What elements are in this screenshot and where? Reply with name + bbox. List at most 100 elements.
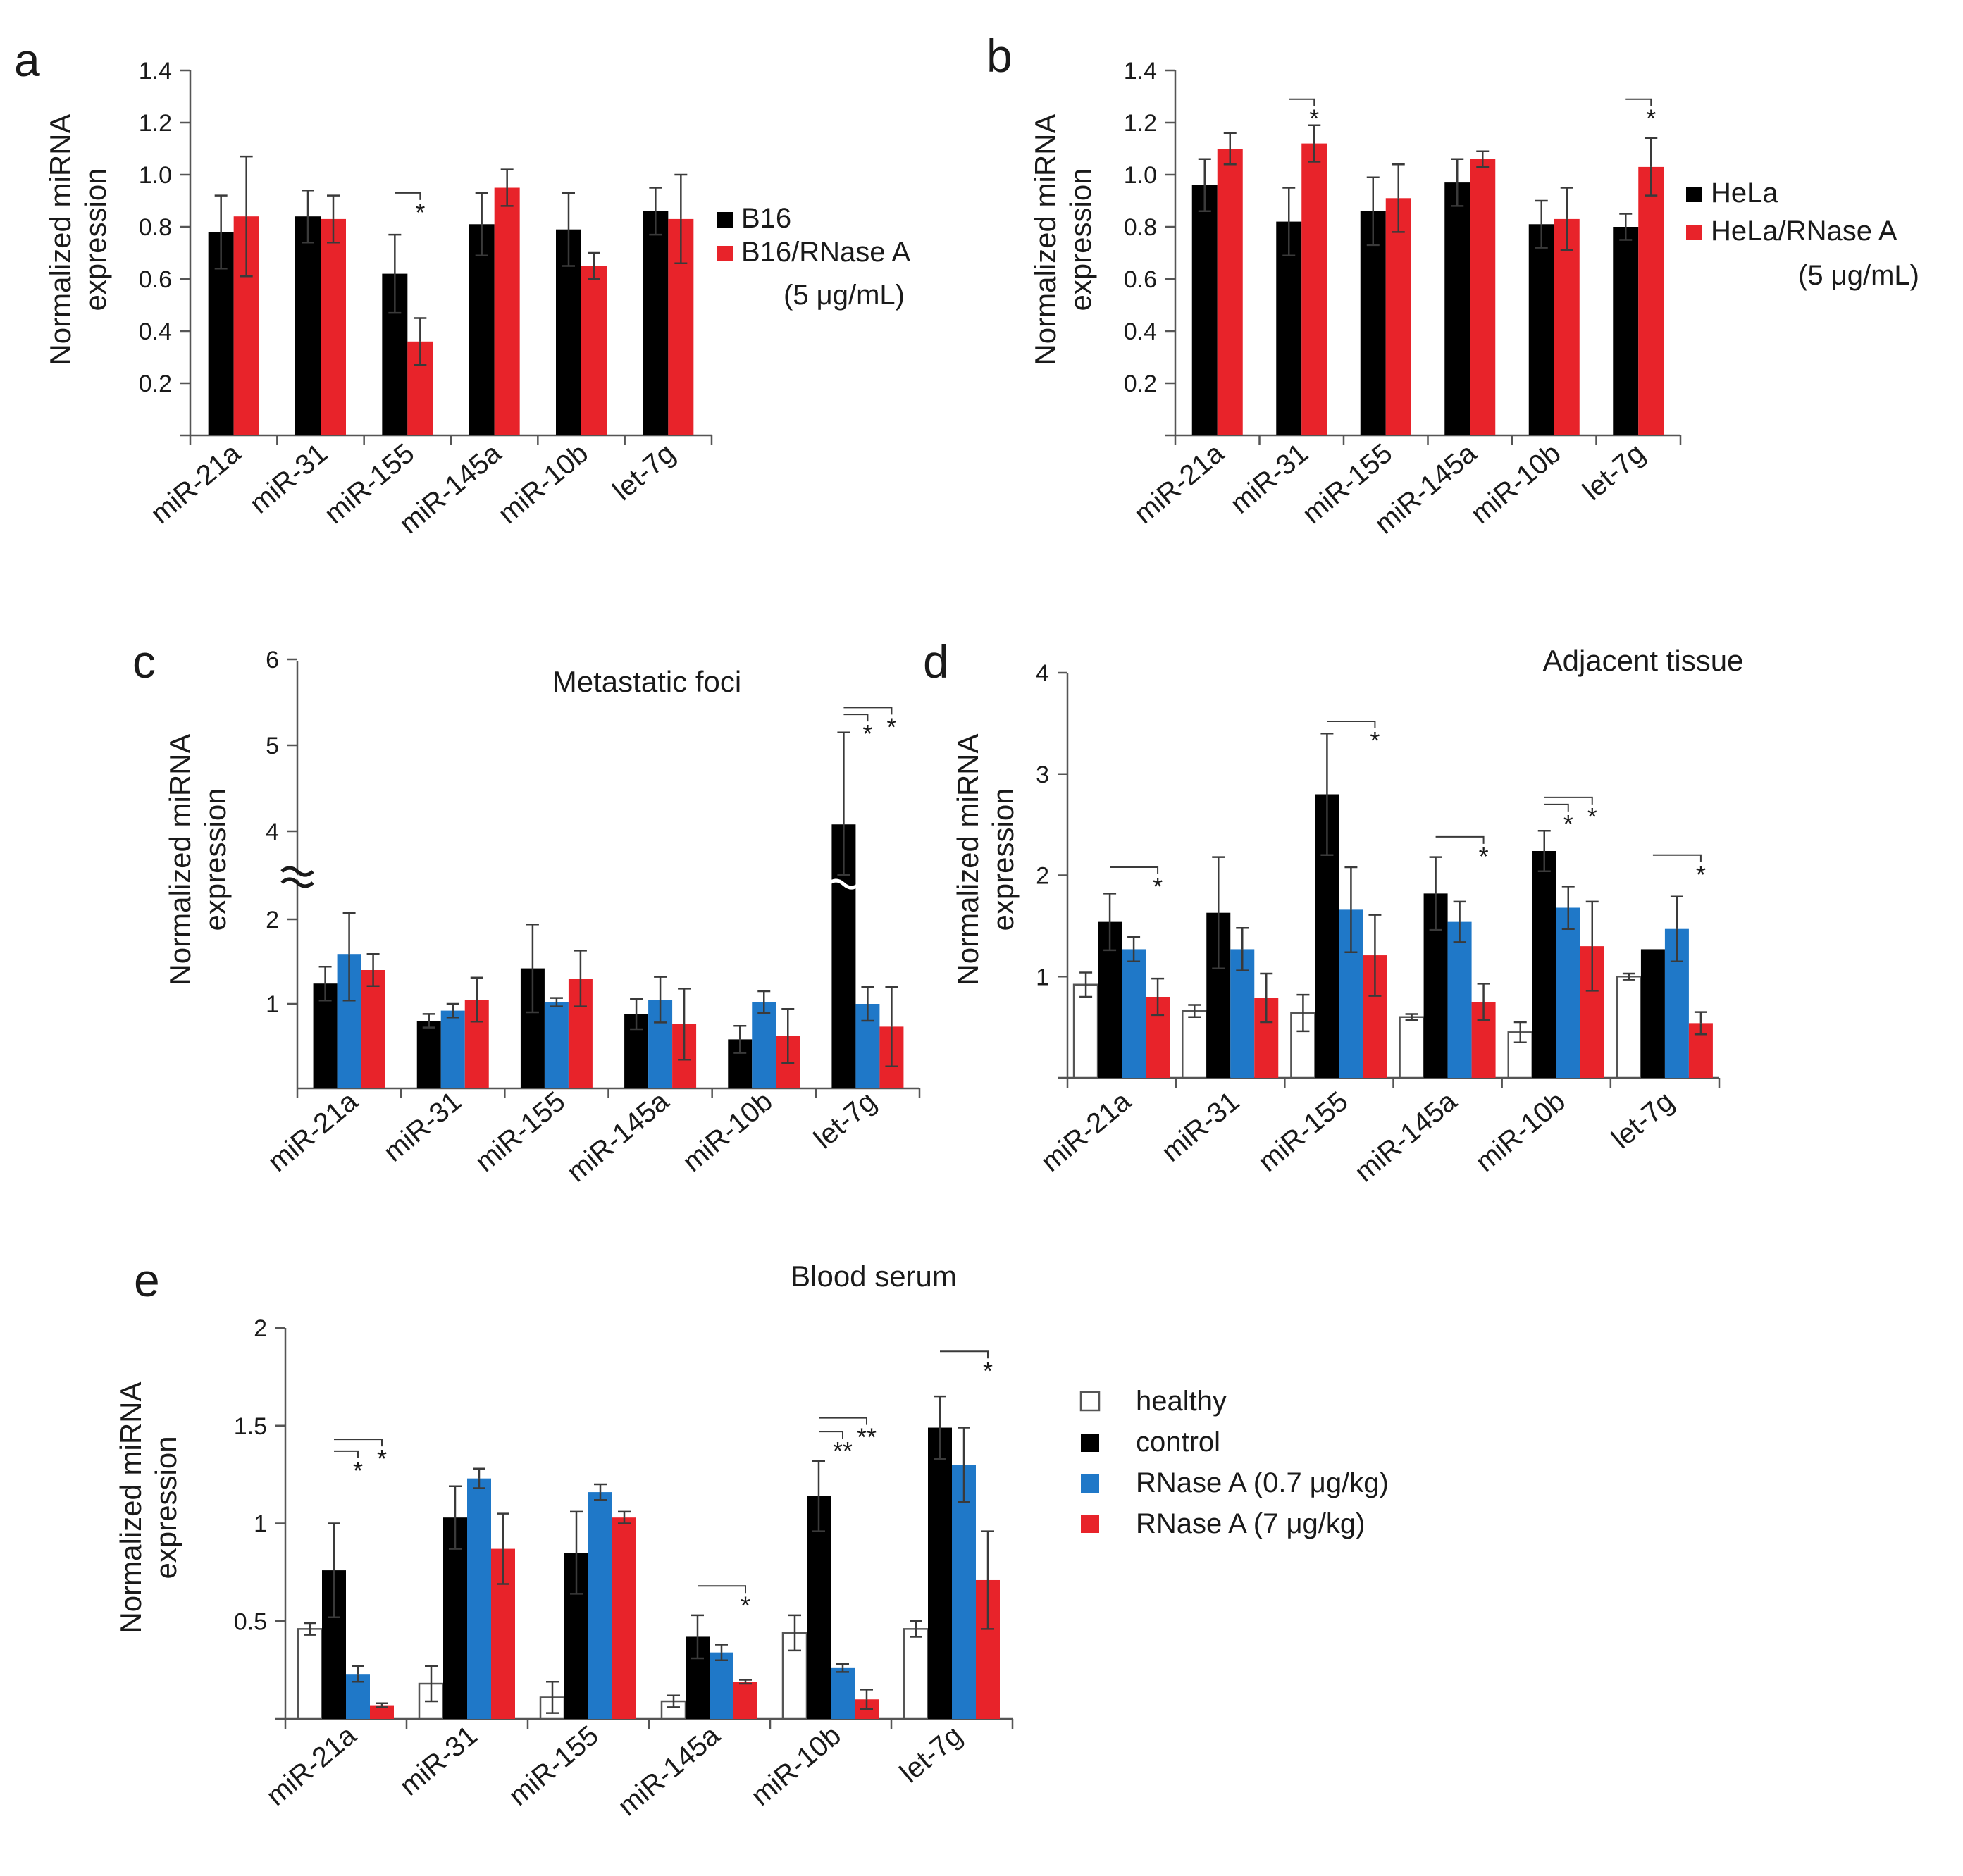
legend-sublabel-b16-rnase: (5 μg/mL) <box>784 280 905 311</box>
panel-e-significance-star: * <box>983 1356 993 1385</box>
panel-d-significance-bracket <box>1544 803 1569 812</box>
panel-d-bar <box>1640 949 1665 1078</box>
panel-b-bar <box>1301 143 1327 435</box>
panel-c-significance-star: * <box>862 719 872 748</box>
panel-a-ytick-label: 0.2 <box>139 371 172 397</box>
legend-swatch-rnase-high <box>1081 1515 1099 1533</box>
panel-b-bar <box>1554 218 1580 435</box>
panel-e-bar <box>952 1465 976 1719</box>
panel-c-ylabel-line2: expression <box>199 788 232 931</box>
panel-b-bar <box>1191 185 1218 435</box>
panel-d-bar <box>1556 907 1580 1078</box>
panel-e-bar <box>807 1496 831 1719</box>
panel-e-ytick-label: 2 <box>254 1315 267 1342</box>
panel-d-bar <box>1072 983 1099 1079</box>
panel-e-ytick-label: 1.5 <box>234 1413 267 1440</box>
panel-d-bar <box>1616 976 1642 1079</box>
panel-c-bar <box>416 1021 441 1088</box>
panel-b-ytick-label: 0.6 <box>1124 266 1157 293</box>
legend-swatch-control <box>1081 1434 1099 1452</box>
panel-c-bar <box>440 1010 465 1088</box>
panel-e-ylabel-line1: Normalized miRNA <box>114 1381 147 1633</box>
panel-c-ytick-label: 2 <box>266 907 279 933</box>
panel-d-significance-star: * <box>1563 809 1573 838</box>
panel-d-bar <box>1122 949 1146 1078</box>
panel-c-title: Metastatic foci <box>552 665 741 698</box>
panel-a-bar <box>295 216 321 435</box>
panel-b-ytick-label: 0.4 <box>1124 318 1157 345</box>
panel-a-bar <box>581 266 607 435</box>
legend-label-control: control <box>1136 1427 1220 1458</box>
panel-e-ytick-label: 0.5 <box>234 1608 267 1635</box>
panel-e-bar <box>928 1427 952 1719</box>
panel-d-bar <box>1447 921 1472 1078</box>
panel-e-bar <box>370 1705 394 1719</box>
panel-b-significance-star: * <box>1646 104 1656 133</box>
panel-d-bar <box>1399 1016 1425 1079</box>
panel-d-significance-bracket <box>1652 854 1702 862</box>
legend-sublabel-hela-rnase: (5 μg/mL) <box>1798 260 1919 291</box>
panel-e-significance-bracket <box>334 1450 359 1458</box>
panel-c-bar <box>752 1002 776 1088</box>
panel-c-bar <box>544 1002 569 1088</box>
panel-c-ytick-label: 4 <box>266 819 279 845</box>
panel-a-significance-star: * <box>415 198 425 227</box>
panel-c-ytick-label: 5 <box>266 733 279 759</box>
panel-e-bar <box>443 1517 467 1719</box>
panel-d-significance-bracket <box>1110 866 1159 874</box>
panel-e-significance-star: ** <box>833 1436 853 1465</box>
panel-e-significance-star: ** <box>857 1423 877 1452</box>
panel-c-significance-star: * <box>886 712 896 741</box>
panel-a-ytick-label: 1.4 <box>139 58 172 85</box>
panel-b-ytick-label: 0.8 <box>1124 214 1157 241</box>
panel-b-ylabel-line2: expression <box>1064 168 1097 311</box>
panel-e-significance-star: * <box>377 1444 387 1473</box>
panel-c-significance-bracket <box>843 707 893 715</box>
panel-d-significance-star: * <box>1153 872 1163 901</box>
legend-swatch-hela <box>1686 187 1702 202</box>
panel-letter-d: d <box>923 635 949 688</box>
panel-a-bar <box>494 187 520 435</box>
panel-a-significance-bracket <box>395 192 421 200</box>
panel-b-ytick-label: 1.4 <box>1124 58 1157 85</box>
panel-b-bar <box>1638 166 1664 435</box>
panel-a-ytick-label: 0.4 <box>139 318 172 345</box>
panel-b-bar <box>1276 221 1302 435</box>
legend-swatch-b16 <box>717 212 733 228</box>
legend-swatch-healthy <box>1079 1391 1101 1412</box>
panel-d-bar <box>1182 1010 1208 1079</box>
panel-a-bar <box>643 211 669 435</box>
panel-e-ytick-label: 1 <box>254 1511 267 1538</box>
panel-a-ytick-label: 1.2 <box>139 110 172 137</box>
panel-d-significance-star: * <box>1479 842 1489 871</box>
panel-c-ytick-label: 1 <box>266 991 279 1018</box>
panel-e-bar <box>467 1478 491 1719</box>
panel-c-axis-break-icon <box>280 877 314 888</box>
panel-b-legend: HeLa HeLa/RNase A (5 μg/mL) <box>1686 178 1919 291</box>
panel-b-bar <box>1360 211 1386 435</box>
panel-letter-a: a <box>14 34 40 86</box>
panel-e-bar <box>733 1682 757 1719</box>
panel-c-axis-break-icon <box>280 866 314 877</box>
panel-e-significance-bracket <box>819 1431 843 1439</box>
panel-e-bar <box>588 1492 612 1719</box>
panel-b-ytick-label: 1.0 <box>1124 162 1157 189</box>
panel-c-bar <box>361 970 385 1088</box>
panel-c-significance-bracket <box>843 714 869 722</box>
panel-b-ytick-label: 0.2 <box>1124 371 1157 397</box>
panel-b-bar <box>1613 227 1639 435</box>
panel-e-bar <box>297 1628 323 1720</box>
panel-e-legend: healthy control RNase A (0.7 μg/kg) RNas… <box>1079 1386 1389 1539</box>
panel-a-ylabel-line2: expression <box>79 168 112 311</box>
panel-e-bar <box>903 1628 929 1720</box>
panel-c-ytick-label: 6 <box>266 647 279 673</box>
legend-label-healthy: healthy <box>1136 1386 1227 1417</box>
panel-b-bar <box>1385 198 1411 435</box>
panel-b-significance-bracket <box>1625 98 1652 106</box>
legend-label-rnase-low: RNase A (0.7 μg/kg) <box>1136 1467 1389 1498</box>
panel-d-ylabel-line2: expression <box>986 788 1020 931</box>
panel-e-significance-star: * <box>353 1456 363 1485</box>
panel-d-significance-bracket <box>1435 835 1485 844</box>
panel-e-bar <box>831 1667 855 1719</box>
